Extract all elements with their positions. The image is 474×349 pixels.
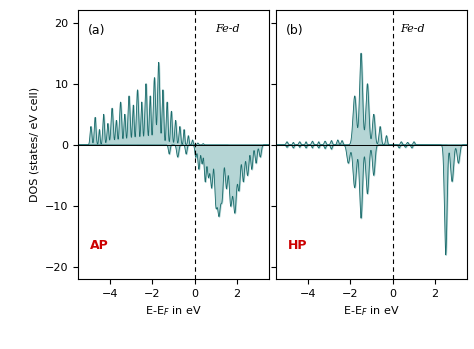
X-axis label: E-E$_F$ in eV: E-E$_F$ in eV (145, 304, 202, 318)
Text: (b): (b) (286, 24, 303, 37)
Y-axis label: DOS (states/ eV cell): DOS (states/ eV cell) (29, 87, 39, 202)
Text: (a): (a) (88, 24, 105, 37)
Text: AP: AP (90, 239, 109, 252)
X-axis label: E-E$_F$ in eV: E-E$_F$ in eV (343, 304, 400, 318)
Text: Fe-d: Fe-d (215, 24, 240, 34)
Text: Fe-d: Fe-d (400, 24, 425, 34)
Text: HP: HP (288, 239, 307, 252)
